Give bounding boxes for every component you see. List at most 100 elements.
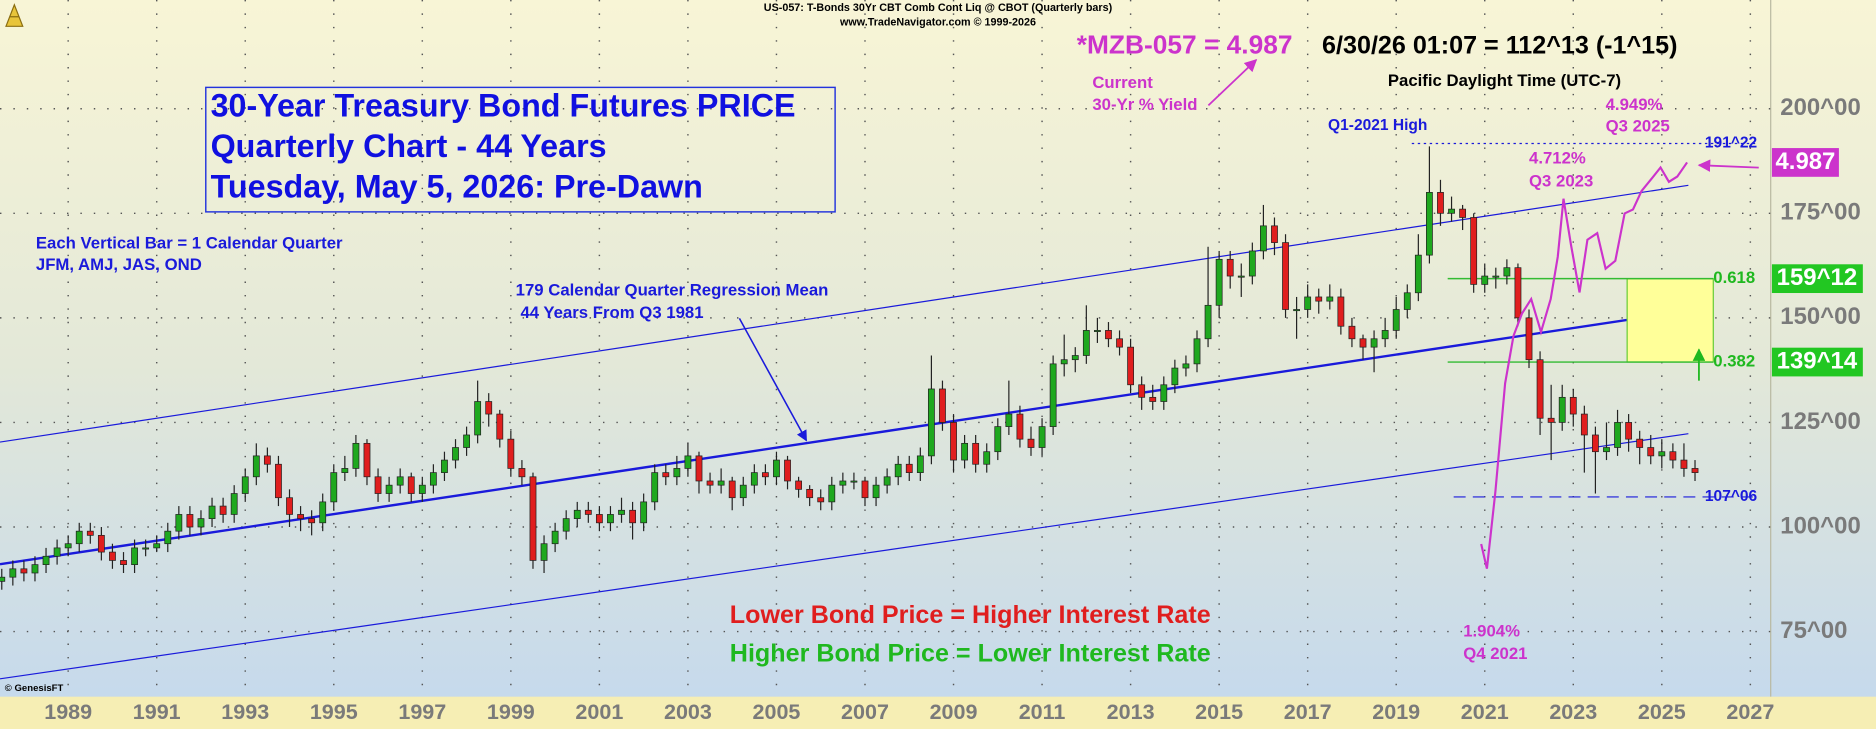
x-tick-label: 1989: [44, 700, 92, 724]
candle-body: [1248, 250, 1256, 277]
fib-zone: [1626, 278, 1714, 363]
yield-label: 1.904%: [1463, 621, 1520, 640]
x-axis-band: [0, 696, 1876, 729]
candle-body: [1370, 338, 1378, 348]
x-tick-label: 2021: [1461, 700, 1509, 724]
candle-body: [164, 530, 172, 545]
x-tick-label: 1993: [221, 700, 269, 724]
candle-body: [1071, 355, 1079, 361]
annotation: 44 Years From Q3 1981: [520, 303, 703, 322]
candle-body: [1116, 338, 1123, 348]
candle-body: [219, 505, 227, 515]
candle-body: [352, 442, 360, 469]
x-tick-label: 1991: [133, 700, 181, 724]
candle-body: [1525, 317, 1533, 361]
candle-body: [485, 401, 493, 415]
fib-label: 159^12: [1777, 264, 1857, 291]
candle-body: [1470, 217, 1478, 285]
candle-body: [773, 459, 780, 478]
candle-body: [983, 451, 991, 465]
candle-body: [1625, 422, 1633, 440]
fib-ratio: 0.382: [1713, 351, 1755, 370]
annotation: Higher Bond Price = Lower Interest Rate: [730, 639, 1211, 667]
candle-body: [795, 480, 802, 490]
candle-body: [20, 568, 28, 574]
candle-body: [64, 543, 72, 549]
candle-body: [629, 509, 636, 524]
annotation: Q3 2025: [1606, 116, 1670, 135]
candle-body: [905, 463, 913, 473]
candle-body: [1260, 225, 1267, 252]
candle-body: [1392, 309, 1400, 331]
candle-body: [319, 501, 327, 524]
x-tick-label: 2023: [1549, 700, 1597, 724]
annotation: Current: [1092, 73, 1153, 92]
arrow: [1207, 58, 1258, 106]
candle-body: [120, 560, 127, 565]
x-tick-label: 2017: [1284, 700, 1332, 724]
candle-body: [9, 568, 17, 578]
candle-body: [1448, 208, 1455, 214]
candle-body: [175, 514, 183, 532]
regression-line: [0, 184, 1689, 443]
candle-body: [1271, 225, 1278, 243]
candle-body: [109, 551, 116, 561]
candle-body: [1204, 304, 1212, 340]
candle-body: [1016, 413, 1024, 440]
candle-body: [850, 480, 858, 483]
candle-body: [595, 514, 603, 524]
yield-label-box: [1771, 148, 1839, 177]
candle-body: [529, 476, 537, 561]
title-box: [205, 86, 836, 213]
fib-label: 139^14: [1777, 347, 1858, 374]
candle-body: [961, 442, 968, 461]
candle-body: [706, 480, 714, 486]
candle-body: [1348, 325, 1356, 340]
x-tick-label: 2011: [1019, 700, 1066, 724]
candle-body: [263, 455, 271, 465]
candle-body: [750, 472, 758, 486]
candle-body: [330, 472, 338, 503]
candle-body: [994, 426, 1002, 453]
candle-body: [252, 455, 260, 478]
candle-body: [429, 472, 437, 486]
x-tick-label: 2007: [841, 700, 889, 724]
candle-body: [463, 434, 470, 448]
candle-body: [97, 534, 105, 553]
candle-body: [53, 547, 61, 557]
candle-body: [297, 514, 304, 519]
arrow: [1697, 159, 1759, 172]
candle-body: [916, 455, 924, 473]
regression-line: [0, 309, 1689, 566]
x-tick-label: 1995: [310, 700, 358, 724]
candle-body: [784, 459, 791, 482]
candle-body: [739, 484, 747, 499]
candle-body: [1060, 359, 1068, 365]
x-tick-label: 2003: [664, 700, 712, 724]
candle-body: [1226, 258, 1234, 277]
candle-body: [883, 476, 891, 486]
candle-body: [1381, 330, 1389, 340]
candle-body: [618, 509, 625, 515]
fib-ratio: 0.618: [1713, 268, 1755, 287]
candle-body: [1337, 296, 1345, 327]
candle-body: [474, 401, 482, 436]
yield-label: 4.712%: [1529, 149, 1586, 168]
candle-body: [1359, 338, 1367, 348]
candle-body: [761, 472, 769, 478]
candle-body: [1636, 438, 1644, 448]
candle-body: [142, 547, 150, 550]
annotation: Q3 2023: [1529, 171, 1593, 190]
x-tick-label: 2025: [1638, 700, 1686, 724]
candle-body: [275, 463, 282, 499]
candle-body: [939, 388, 946, 423]
candle-body: [1237, 275, 1245, 278]
x-tick-label: 2001: [575, 700, 623, 724]
candle-body: [153, 543, 161, 549]
fib-label-box: [1771, 264, 1863, 294]
y-tick-label: 100^00: [1780, 512, 1860, 539]
candle-body: [1149, 396, 1157, 402]
candle-body: [673, 468, 681, 478]
